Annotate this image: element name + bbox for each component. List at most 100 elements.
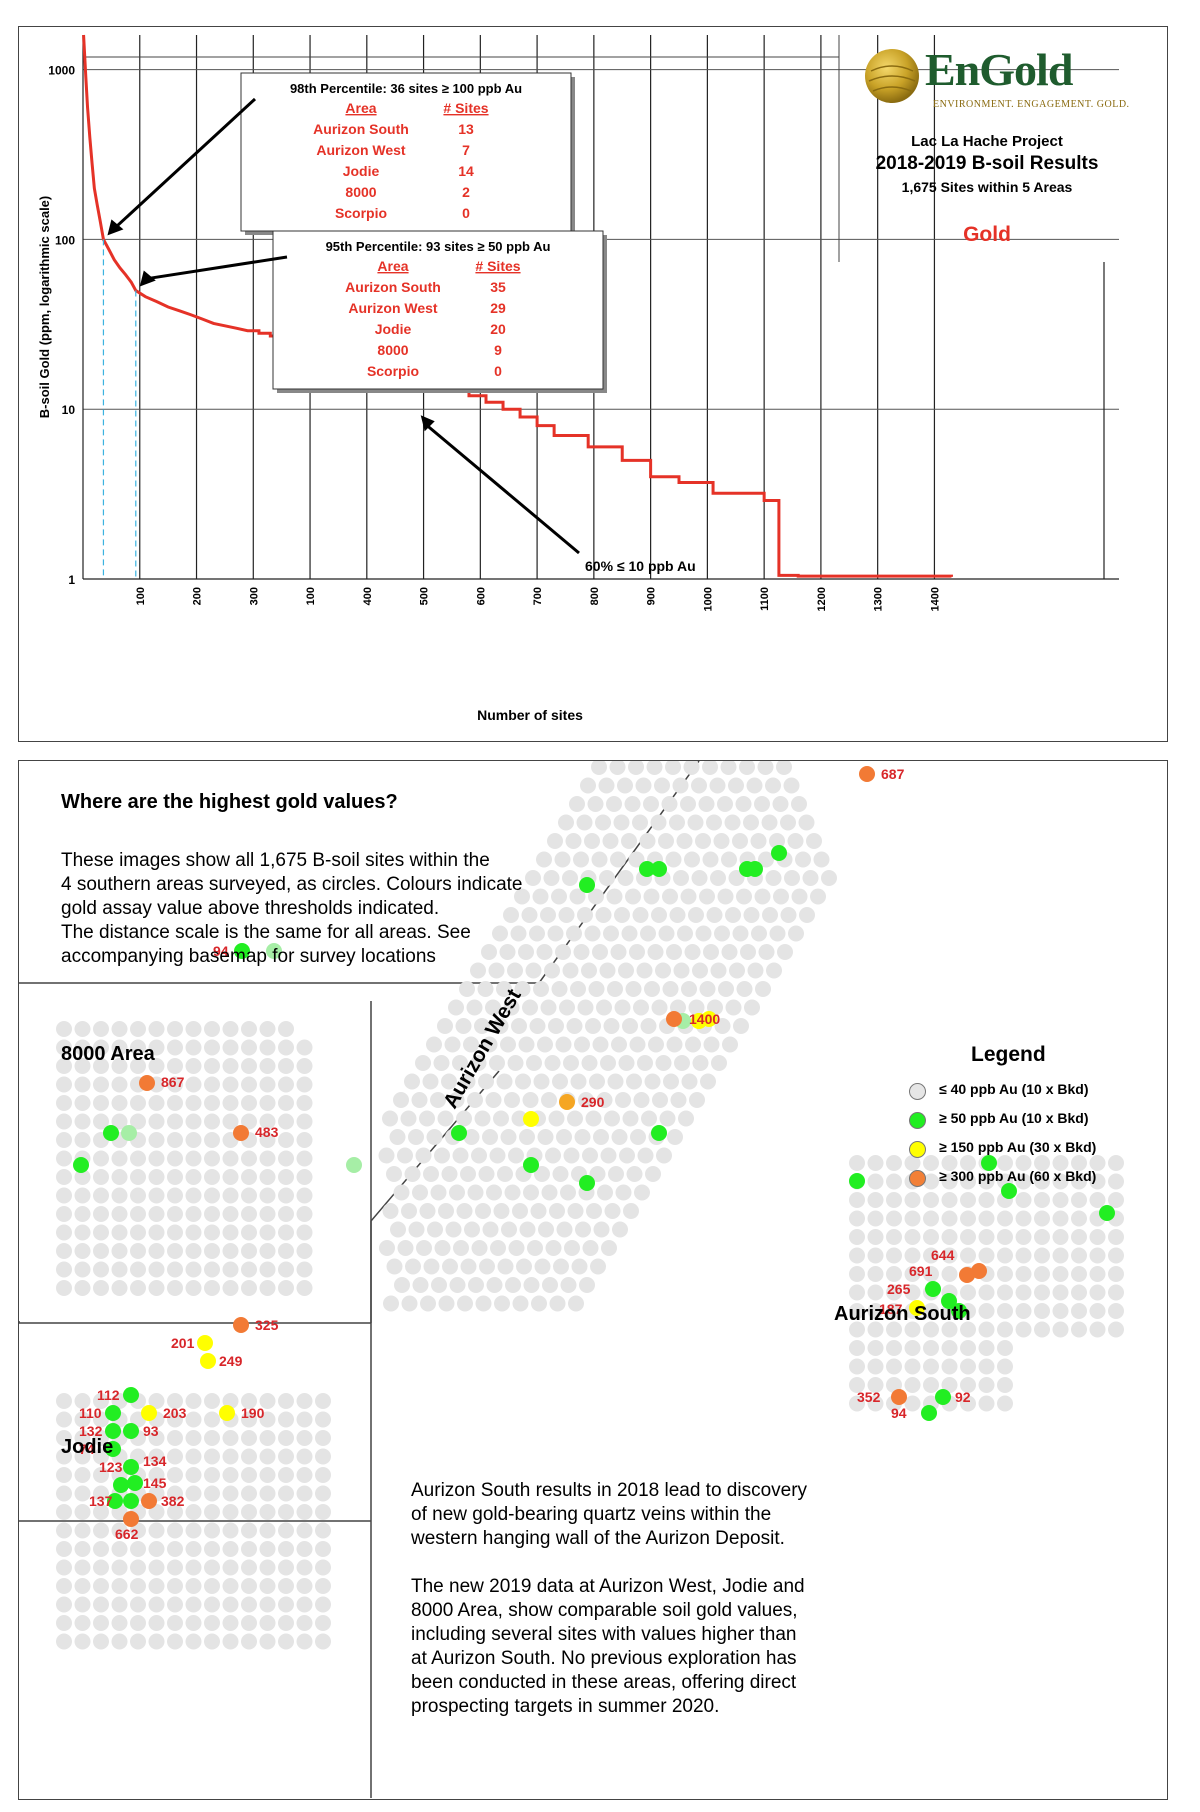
site-circle (533, 1073, 550, 1090)
y-tick-label: 100 (55, 233, 75, 247)
site-circle (315, 1448, 331, 1465)
site-circle (296, 1280, 313, 1296)
site-circle (798, 814, 815, 831)
site-circle (1108, 1155, 1124, 1171)
site-circle (426, 1036, 442, 1053)
callout-area: Aurizon West (348, 300, 438, 316)
site-circle (566, 925, 582, 942)
site-circle (130, 1541, 146, 1557)
site-circle (849, 1321, 865, 1338)
site-circle (849, 1377, 865, 1393)
site-circle (130, 1596, 146, 1613)
legend-label: ≥ 150 ppb Au (30 x Bkd) (939, 1139, 1097, 1155)
site-circle (633, 1092, 650, 1108)
site-circle (266, 943, 282, 959)
site-circle (296, 1559, 313, 1576)
site-circle (241, 1021, 257, 1037)
site-circle (386, 1258, 403, 1275)
site-circle (397, 1240, 414, 1256)
site-circle (720, 761, 737, 775)
site-circle (507, 962, 523, 979)
chart-axes: 100 200 300 100 400 500 600 700 800 900 1000 1100 12… (37, 35, 1119, 723)
site-circle (728, 777, 744, 794)
site-circle (167, 1039, 183, 1056)
site-circle (466, 999, 483, 1016)
site-circle (222, 1095, 239, 1111)
site-circle (430, 1184, 447, 1201)
site-circle (222, 1504, 239, 1520)
site-circle (56, 1559, 72, 1576)
callout-area: Jodie (375, 321, 412, 337)
site-circle (701, 1011, 717, 1027)
site-circle (390, 1221, 406, 1238)
conclusion-line: western hanging wall of the Aurizon Depo… (411, 1528, 785, 1549)
site-circle (754, 796, 770, 812)
site-circle (713, 833, 730, 849)
site-circle (111, 1559, 128, 1576)
site-circle (56, 1187, 72, 1204)
site-circle (593, 1221, 610, 1238)
site-value-label: 265 (887, 1281, 911, 1297)
site-circle (419, 1110, 435, 1127)
site-circle (315, 1467, 331, 1483)
site-circle (204, 1578, 220, 1594)
site-circle (1015, 1229, 1032, 1245)
callout-count: 35 (490, 279, 506, 295)
site-circle (614, 907, 630, 923)
x-tick-label: 200 (192, 587, 204, 605)
site-circle (1071, 1321, 1087, 1338)
site-circle (296, 1393, 313, 1409)
site-circle (663, 1073, 679, 1090)
site-circle (1071, 1192, 1087, 1208)
site-value-label: 190 (241, 1405, 265, 1421)
site-circle (167, 1058, 183, 1074)
site-circle (761, 814, 778, 831)
site-circle (960, 1358, 976, 1375)
site-circle (566, 1018, 583, 1034)
site-circle (629, 944, 645, 960)
site-circle (93, 1485, 109, 1502)
site-circle (415, 1147, 432, 1164)
site-circle (459, 1073, 476, 1090)
site-circle (130, 1021, 146, 1037)
site-circle (427, 1221, 443, 1238)
site-circle (923, 1229, 939, 1245)
site-circle (241, 1169, 257, 1185)
site-circle (615, 1184, 632, 1201)
site-circle (526, 1055, 542, 1071)
percentile-callout: 95th Percentile: 93 sites ≥ 50 ppb Au Are… (139, 230, 607, 393)
site-circle (296, 1615, 313, 1631)
site-circle (259, 1615, 276, 1631)
site-circle (923, 1377, 939, 1393)
site-circle (222, 1522, 239, 1539)
site-circle (558, 907, 575, 923)
site-circle (167, 1430, 183, 1446)
site-circle (1089, 1229, 1106, 1245)
site-circle (806, 833, 822, 849)
site-circle (111, 1578, 128, 1594)
site-circle (93, 1021, 109, 1037)
site-circle (56, 1058, 72, 1074)
site-circle (886, 1340, 902, 1356)
site-circle (167, 1541, 183, 1557)
site-circle (941, 1155, 958, 1171)
logo-name: EnGold (925, 44, 1073, 95)
site-circle (1034, 1266, 1050, 1282)
site-circle (404, 1073, 420, 1090)
site-circle (107, 1493, 123, 1509)
site-circle (148, 1541, 165, 1557)
site-circle (702, 761, 718, 775)
site-circle (111, 1187, 128, 1204)
site-circle (148, 1113, 165, 1130)
site-circle (167, 1485, 183, 1502)
site-circle (997, 1210, 1013, 1227)
site-circle (296, 1467, 313, 1483)
site-circle (700, 1073, 716, 1090)
site-circle (607, 1073, 624, 1090)
site-circle (587, 796, 604, 812)
site-circle (382, 1110, 398, 1127)
site-circle (1034, 1173, 1050, 1190)
site-circle (507, 1055, 524, 1071)
site-circle (530, 1203, 547, 1219)
site-circle (93, 1187, 109, 1204)
